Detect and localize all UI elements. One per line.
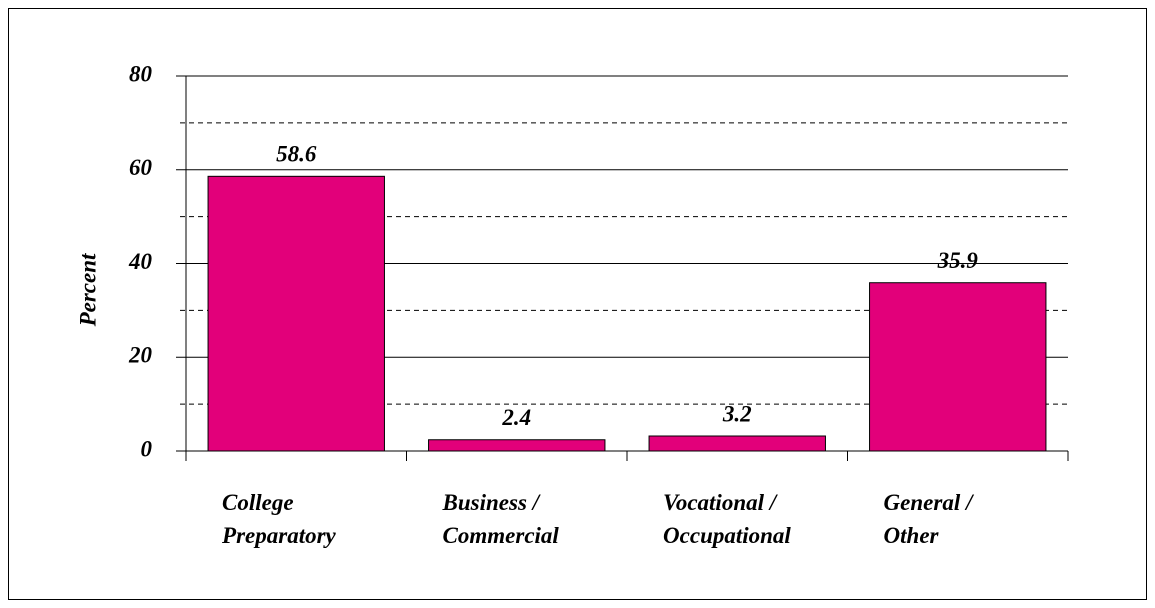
y-tick-label: 20 bbox=[128, 343, 153, 368]
x-tick-label: Business / Commercial bbox=[442, 490, 559, 548]
y-tick-label: 0 bbox=[141, 436, 153, 461]
x-tick-label: General / Other bbox=[883, 490, 973, 548]
bar bbox=[207, 175, 385, 452]
bar bbox=[428, 439, 606, 452]
value-label: 2.4 bbox=[501, 405, 531, 430]
y-tick-label: 80 bbox=[129, 61, 153, 86]
value-label: 3.2 bbox=[722, 401, 752, 426]
chart-border bbox=[8, 8, 1147, 600]
y-tick-label: 40 bbox=[128, 249, 153, 274]
value-label: 35.9 bbox=[937, 248, 979, 273]
x-tick-label: College Preparatory bbox=[222, 490, 336, 548]
y-axis-label: Percent bbox=[75, 253, 100, 327]
x-tick-label: Vocational / Occupational bbox=[663, 490, 791, 548]
y-tick-label: 60 bbox=[129, 155, 153, 180]
bar bbox=[648, 435, 826, 452]
value-label: 58.6 bbox=[276, 142, 317, 167]
bar bbox=[869, 282, 1047, 452]
